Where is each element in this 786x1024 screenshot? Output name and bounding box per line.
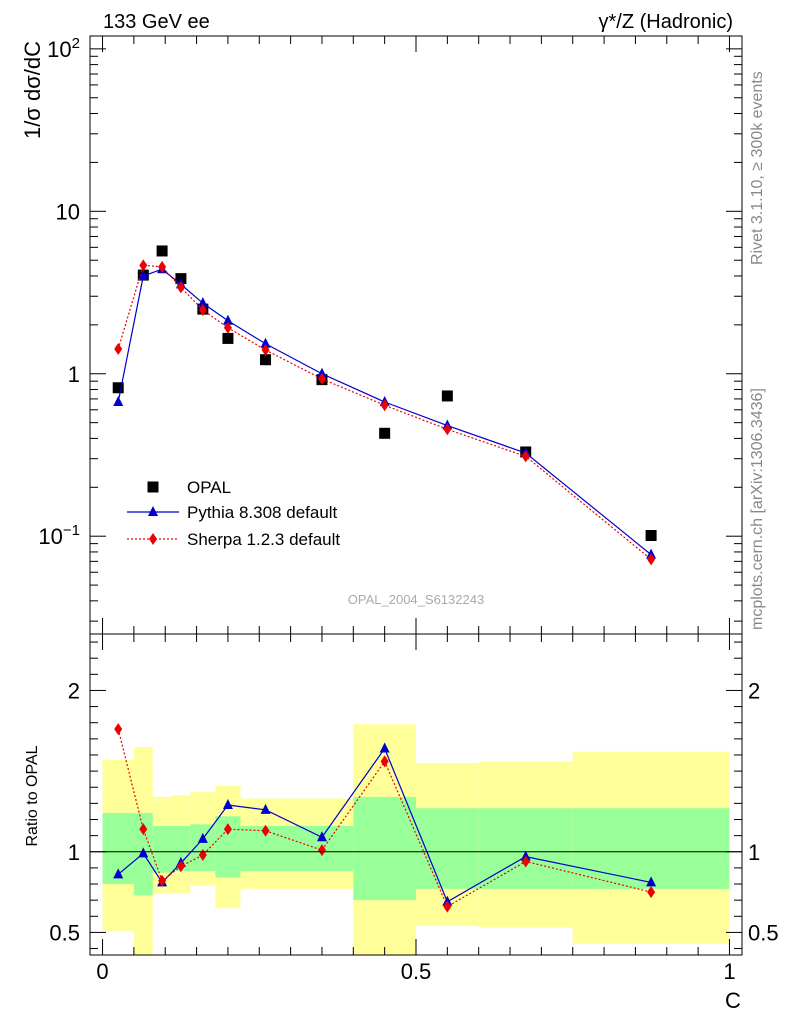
legend-marker-0	[147, 481, 159, 493]
main-point-2-5	[223, 321, 232, 334]
analysis-watermark: OPAL_2004_S6132243	[348, 592, 484, 607]
main-point-0-11	[645, 529, 657, 541]
ratio-point-0-6	[260, 803, 271, 814]
ratio-band-inner-1	[152, 825, 172, 873]
ratio-point-1-6	[261, 824, 270, 837]
ratio-uncertainty-bands	[102, 724, 730, 955]
legend-marker-1	[148, 506, 158, 516]
ratio-point-1-11	[647, 886, 656, 899]
main-point-0-6	[260, 354, 272, 366]
main-point-2-6	[261, 344, 270, 357]
ratio-band-inner-5	[240, 825, 354, 872]
main-ytick-label-1: 1	[68, 362, 80, 387]
main-point-1-5	[222, 314, 233, 325]
main-point-1-6	[260, 337, 271, 348]
main-point-1-0	[113, 396, 124, 407]
main-point-1-7	[316, 367, 327, 378]
ratio-band-inner-6	[353, 796, 416, 901]
ratio-point-0-4	[197, 832, 208, 843]
main-point-1-1	[138, 269, 149, 280]
ratio-ytick-label-2: 2	[68, 678, 80, 703]
ratio-point-0-0	[113, 868, 124, 879]
ratio-ylabel: Ratio to OPAL	[24, 745, 41, 846]
ratio-point-1-0	[114, 723, 123, 736]
ratio-band-inner-8	[478, 808, 573, 889]
legend-label-1: Pythia 8.308 default	[187, 503, 338, 522]
ratio-ytick-label-right-1: 1	[748, 840, 760, 865]
ratio-point-1-10	[521, 855, 530, 868]
header-left-label: 133 GeV ee	[103, 11, 210, 33]
main-point-2-3	[176, 281, 185, 294]
main-point-0-9	[441, 390, 453, 402]
ratio-xtick-label-0: 0	[96, 959, 108, 984]
ratio-point-0-1	[138, 847, 149, 858]
main-point-2-9	[443, 423, 452, 436]
main-point-2-4	[198, 303, 207, 316]
side-label-bottom: mcplots.cern.ch [arXiv:1306.3436]	[749, 388, 766, 630]
main-ytick-label-3: 102	[47, 35, 80, 62]
main-ytick-label-2: 10	[56, 199, 80, 224]
ratio-point-0-7	[316, 831, 327, 842]
main-point-0-5	[222, 332, 234, 344]
ratio-point-1-2	[158, 874, 167, 887]
ratio-series-line-0	[117, 747, 652, 903]
ratio-series-line-1	[117, 729, 652, 908]
ratio-xtick-label-2: 1	[723, 959, 735, 984]
main-series-line-2	[117, 264, 652, 560]
legend: OPAL Pythia 8.308 default Sherpa 1.2.3 def…	[127, 478, 340, 549]
ratio-ytick-label-1: 1	[68, 840, 80, 865]
ratio-point-1-3	[176, 860, 185, 873]
ratio-xtick-label-1: 0.5	[401, 959, 432, 984]
legend-label-2: Sherpa 1.2.3 default	[187, 530, 340, 549]
main-series-layer	[112, 245, 657, 566]
ratio-ytick-label-right-2: 2	[748, 678, 760, 703]
main-point-0-2	[156, 245, 168, 257]
ratio-xlabel: C	[725, 988, 741, 1013]
axes-layer: 10−1 1 10 102 0.5 0.5 1 1 2 2 0 0.5 1	[38, 35, 778, 984]
header-right-label: γ*/Z (Hadronic)	[599, 11, 733, 33]
main-ytick-label-0: 10−1	[38, 522, 80, 549]
legend-label-0: OPAL	[187, 478, 231, 497]
main-point-2-8	[380, 399, 389, 412]
ratio-point-0-8	[379, 742, 390, 753]
ratio-point-0-11	[646, 876, 657, 887]
ratio-ytick-label-0: 0.5	[49, 920, 80, 945]
ratio-ytick-label-right-0: 0.5	[748, 920, 779, 945]
main-point-2-2	[158, 260, 167, 273]
main-point-0-0	[112, 382, 124, 394]
ratio-band-inner-2	[171, 825, 191, 872]
ratio-point-0-5	[222, 798, 233, 809]
ratio-band-inner-7	[416, 808, 479, 889]
ratio-band-inner-9	[572, 808, 730, 889]
main-point-2-7	[317, 372, 326, 385]
main-point-2-1	[139, 259, 148, 272]
legend-marker-2	[149, 533, 157, 545]
ratio-point-1-5	[223, 823, 232, 836]
main-ylabel: 1/σ dσ/dC	[20, 41, 45, 139]
side-label-top: Rivet 3.1.10, ≥ 300k events	[749, 71, 766, 265]
ratio-point-1-9	[443, 900, 452, 913]
ratio-point-1-1	[139, 823, 148, 836]
ratio-point-1-8	[380, 755, 389, 768]
main-point-2-0	[114, 343, 123, 356]
main-point-2-11	[647, 553, 656, 566]
main-point-0-8	[379, 427, 391, 439]
ratio-point-1-7	[317, 844, 326, 857]
ratio-series-layer	[113, 723, 657, 913]
main-point-2-10	[521, 450, 530, 463]
main-point-1-4	[197, 297, 208, 308]
